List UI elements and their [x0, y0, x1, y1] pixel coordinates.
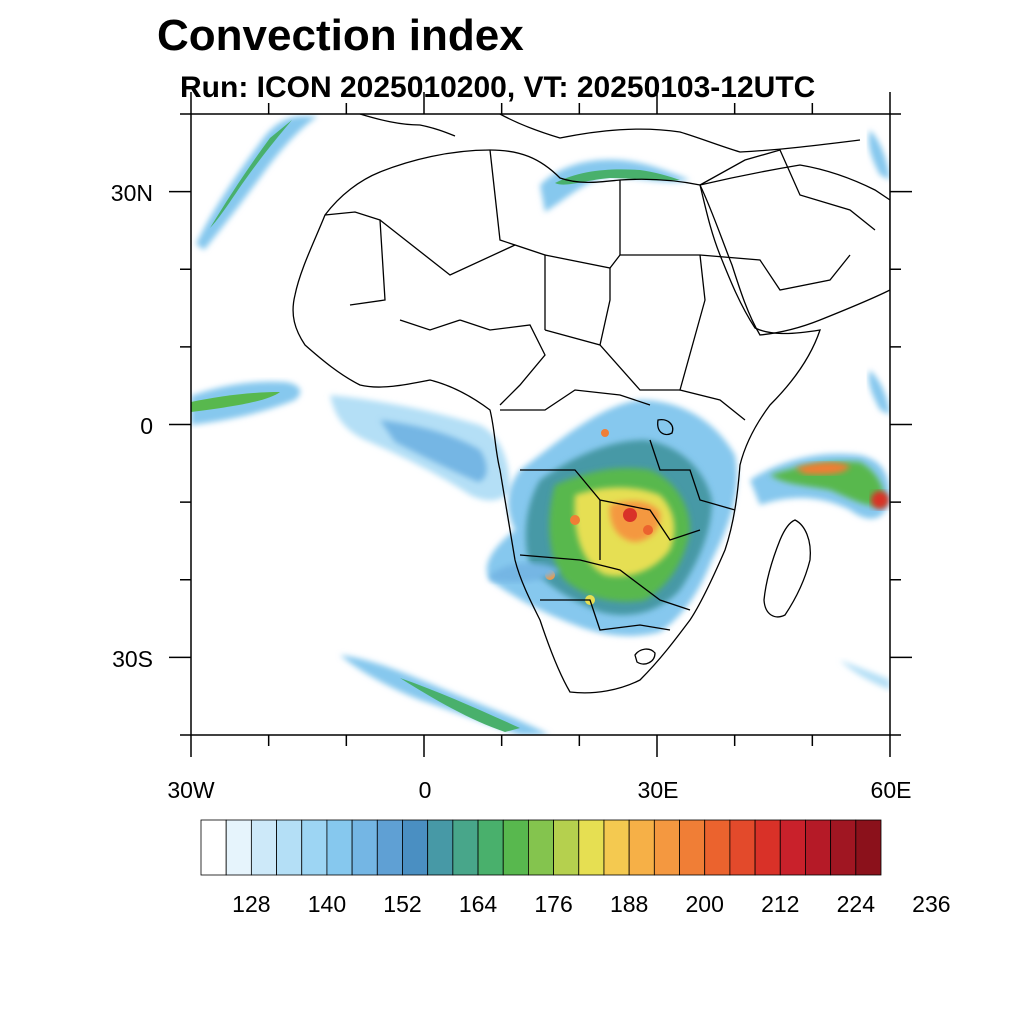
colorbar-label: 164: [459, 891, 498, 917]
coastlines-and-borders: [292, 114, 890, 694]
lon-label-60e: 60E: [871, 777, 912, 803]
convection-cell-hotspot-1: [623, 508, 637, 522]
colorbar-swatch: [553, 819, 580, 876]
colorbar-swatch: [704, 819, 731, 876]
colorbar-label: 212: [761, 891, 799, 917]
colorbar-swatch: [855, 819, 882, 876]
colorbar-swatch: [376, 819, 403, 876]
colorbar-label: 152: [383, 891, 421, 917]
lake-victoria: [657, 419, 674, 436]
border-13: [540, 599, 671, 631]
colorbar-swatch: [427, 819, 454, 876]
convection-front-southwest: [340, 655, 550, 735]
border-6: [679, 254, 746, 421]
lat-label-30s: 30S: [112, 646, 153, 672]
iberia-coastline: [359, 114, 456, 137]
colorbar-swatch: [779, 819, 806, 876]
colorbar-label: 200: [686, 891, 724, 917]
lat-label-30n: 30N: [111, 180, 153, 206]
convection-cell-hotspot-5: [601, 429, 609, 437]
africa-coastline: [292, 149, 821, 694]
convection-band-mediterranean-core: [555, 169, 680, 185]
border-17: [699, 254, 851, 291]
colorbar-label: 188: [610, 891, 648, 917]
axis-ticks: [169, 92, 912, 757]
map-frame: [190, 113, 891, 736]
colorbar-label: 224: [837, 891, 876, 917]
border-3: [544, 254, 700, 269]
convection-streak-east: [868, 370, 890, 415]
colorbar-label: 176: [534, 891, 572, 917]
border-2: [379, 219, 546, 330]
colorbar-swatch: [351, 819, 378, 876]
colorbar-swatch: [452, 819, 479, 876]
convection-band-mediterranean: [540, 159, 690, 212]
convection-field: [191, 116, 890, 735]
colorbar-swatch: [578, 819, 605, 876]
arabia-coastline: [699, 164, 890, 336]
colorbar-swatch: [402, 819, 429, 876]
colorbar-swatch: [528, 819, 554, 876]
convection-cell-hotspot-2: [643, 525, 653, 535]
colorbar-label: 236: [912, 891, 950, 917]
convection-tongue-south-atlantic: [490, 563, 560, 583]
lesotho-border: [634, 648, 656, 665]
colorbar-swatch: [326, 819, 353, 876]
colorbar-swatch: [276, 819, 303, 876]
border-1: [324, 211, 386, 306]
map-subtitle: Run: ICON 2025010200, VT: 20250103-12UTC: [180, 71, 816, 104]
convection-streak-northeast: [868, 130, 890, 180]
colorbar-swatch: [200, 819, 227, 876]
border-11: [520, 469, 701, 541]
colorbar-swatch: [754, 819, 781, 876]
lon-label-0: 0: [419, 777, 432, 803]
colorbar-swatch: [805, 819, 832, 876]
colorbar-swatch: [225, 819, 252, 876]
convection-front-southeast: [840, 660, 890, 690]
border-8: [459, 319, 546, 406]
colorbar-swatch: [729, 819, 756, 876]
colorbar-swatch: [603, 819, 630, 876]
lat-label-0: 0: [140, 413, 153, 439]
convection-cell-hotspot-3: [570, 515, 580, 525]
colorbar-swatch: [477, 819, 504, 876]
colorbar-label: 140: [308, 891, 346, 917]
colorbar-swatch: [628, 819, 655, 876]
border-4: [489, 149, 516, 246]
colorbar-swatch: [301, 819, 328, 876]
convection-plume-gulf-of-guinea-inner: [380, 420, 487, 482]
colorbar-swatch: [502, 819, 529, 876]
border-10: [500, 389, 651, 411]
colorbar: [200, 819, 882, 876]
convection-band-north-atlantic-core: [210, 120, 292, 228]
convection-front-southwest-core: [400, 678, 520, 732]
border-9: [399, 319, 461, 331]
border-16: [599, 268, 611, 346]
border-7: [544, 329, 680, 391]
colorbar-labels: 128 140 152 164 176 188 200 212 224 236: [232, 891, 950, 917]
border-12: [519, 554, 691, 611]
colorbar-label: 128: [232, 891, 270, 917]
convection-vortex-east: [871, 491, 889, 509]
colorbar-swatch: [653, 819, 680, 876]
colorbar-swatch: [250, 819, 277, 876]
lon-label-30w: 30W: [167, 777, 215, 803]
lon-label-30e: 30E: [638, 777, 679, 803]
border-18: [699, 149, 876, 231]
convection-system-indian-ocean-mid: [770, 461, 885, 507]
convection-band-north-atlantic: [196, 116, 318, 250]
border-15: [649, 439, 736, 511]
colorbar-swatch: [830, 819, 857, 876]
madagascar-coastline: [763, 519, 811, 618]
convection-band-equatorial-atlantic-core: [191, 392, 280, 412]
convection-system-indian-ocean-core: [795, 462, 850, 475]
colorbar-swatch: [679, 819, 706, 876]
europe-coastline: [499, 114, 861, 153]
map-title: Convection index: [157, 11, 524, 60]
